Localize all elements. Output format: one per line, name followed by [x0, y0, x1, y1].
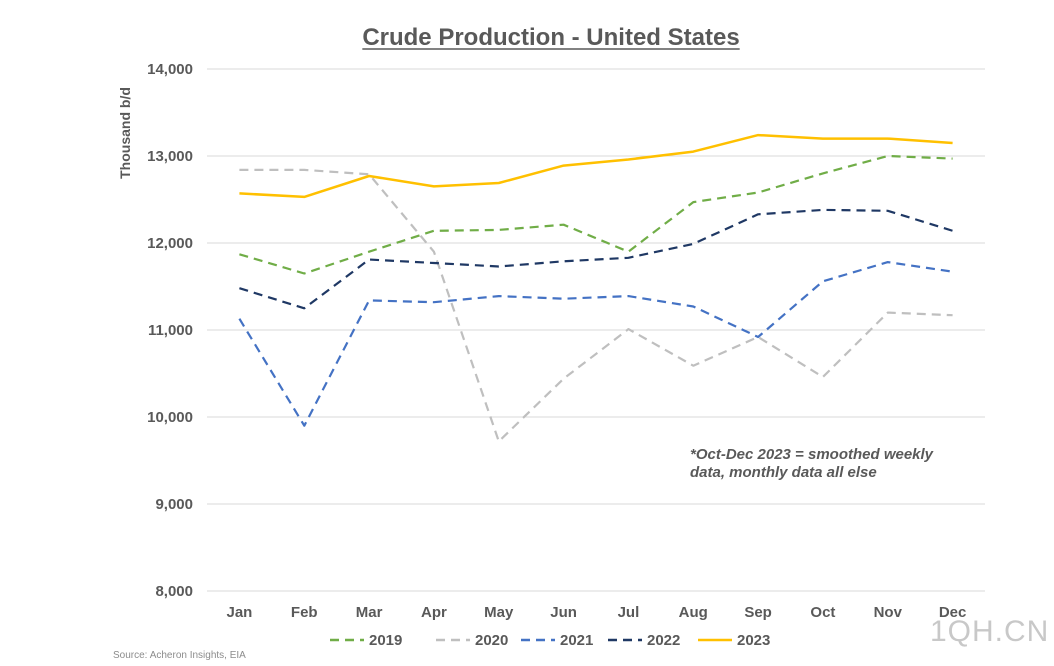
chart-title: Crude Production - United States [362, 24, 739, 51]
y-tick-label: 11,000 [148, 322, 193, 339]
x-tick-label: Jan [226, 604, 252, 621]
series-line-2022 [239, 208, 953, 310]
series-line-2019 [239, 154, 953, 275]
x-tick-label: Mar [356, 604, 383, 621]
grid-lines [207, 68, 985, 592]
y-tick-label: 9,000 [155, 496, 193, 513]
annotation-line-1: *Oct-Dec 2023 = smoothed weekly [690, 446, 934, 463]
watermark: 1QH.CN [930, 615, 1049, 648]
y-tick-label: 13,000 [147, 148, 193, 165]
series-line-2023 [239, 133, 953, 199]
legend-label-2022: 2022 [647, 632, 680, 649]
x-tick-label: Aug [679, 604, 708, 621]
legend: 2019 2020 2021 2022 2023 [330, 632, 770, 649]
x-tick-label: Nov [874, 604, 903, 621]
source-note: Source: Acheron Insights, EIA [113, 650, 246, 661]
series-line-2020 [239, 168, 953, 443]
x-tick-label: Oct [810, 604, 835, 621]
annotation-line-2: data, monthly data all else [690, 464, 877, 481]
series-line-2021 [238, 261, 953, 427]
y-tick-labels: 8,000 9,000 10,000 11,000 12,000 13,000 14,000 [147, 61, 193, 600]
legend-label-2019: 2019 [369, 632, 402, 649]
legend-label-2020: 2020 [475, 632, 508, 649]
y-tick-label: 10,000 [147, 409, 193, 426]
x-tick-label: Jun [550, 604, 577, 621]
y-axis-label: Thousand b/d [117, 87, 133, 179]
legend-label-2023: 2023 [737, 632, 770, 649]
legend-label-2021: 2021 [560, 632, 593, 649]
y-tick-label: 8,000 [155, 583, 193, 600]
x-tick-label: Sep [744, 604, 772, 621]
series-lines [238, 133, 953, 443]
x-tick-label: May [484, 604, 514, 621]
x-tick-labels: Jan Feb Mar Apr May Jun Jul Aug Sep Oct Nov Dec [226, 604, 966, 621]
x-tick-label: Dec [939, 604, 967, 621]
y-tick-label: 12,000 [147, 235, 193, 252]
y-tick-label: 14,000 [147, 61, 193, 78]
x-tick-label: Apr [421, 604, 447, 621]
x-tick-label: Jul [618, 604, 640, 621]
x-tick-label: Feb [291, 604, 318, 621]
